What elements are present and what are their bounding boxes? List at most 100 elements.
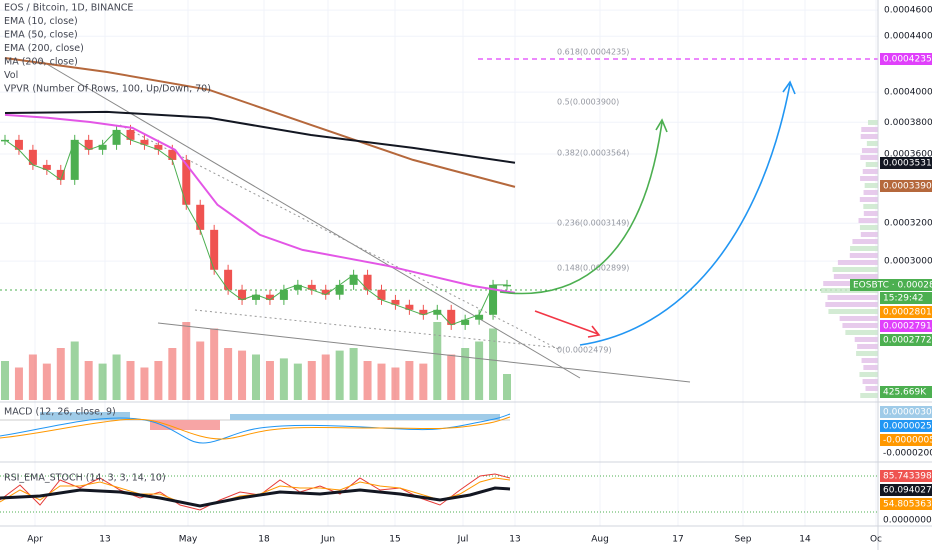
volume-bar (182, 322, 191, 400)
candle (279, 289, 288, 300)
price-badge (880, 292, 932, 304)
x-tick-label: 18 (258, 535, 270, 545)
volume-bar (461, 348, 470, 400)
volume-bar (14, 367, 23, 400)
vpvr-bar (837, 260, 878, 265)
candle (154, 144, 163, 150)
vpvr-bar (845, 330, 878, 335)
ma-line (4, 113, 516, 294)
candle (42, 164, 51, 170)
vpvr-bar (859, 197, 878, 202)
volume-bar (279, 358, 288, 400)
vpvr-bar (859, 225, 878, 230)
candle (112, 129, 121, 145)
candle (14, 139, 23, 150)
volume-bar (391, 367, 400, 400)
x-tick-label: 14 (799, 535, 811, 545)
macd-pane (0, 412, 511, 444)
y-tick-label: 0.0003200 (884, 219, 932, 229)
badge-label: 85.7433989 (883, 472, 932, 482)
volume-bar (349, 348, 358, 400)
vpvr-bar (860, 393, 878, 398)
legend-entry: Vol (4, 70, 18, 81)
legend-entry: MA (200, close) (4, 57, 78, 68)
projection-arrow (499, 121, 663, 295)
badge-label: EOSBTC · 0.0002835 (853, 281, 932, 291)
badge-label: 60.0940273 (883, 486, 932, 496)
vpvr-bar (820, 288, 878, 293)
x-tick-label: 13 (509, 535, 520, 545)
volume-bar (447, 354, 456, 400)
volume-bar (252, 354, 260, 400)
vpvr-bar (832, 267, 878, 272)
trend-line (194, 309, 561, 349)
badge-label: -0.0000200 (883, 449, 932, 459)
price-badge (880, 306, 932, 318)
volume-bar (265, 361, 274, 400)
candle (70, 139, 79, 180)
vpvr-bar (865, 162, 878, 167)
volume-bar (307, 361, 316, 400)
vpvr-bar (825, 302, 878, 307)
candle (461, 319, 470, 325)
vpvr-bar (856, 351, 878, 356)
candle (56, 169, 65, 180)
badge-label: 0.0002801 (883, 308, 932, 318)
vpvr-bar (833, 274, 878, 279)
vpvr-bar (827, 295, 878, 300)
fib-levels: 0.618(0.0004235) 0.5(0.0003900) 0.382(0.00… (557, 48, 629, 355)
price-badge (880, 420, 932, 432)
candle (391, 299, 400, 305)
vpvr-bar (865, 386, 878, 391)
volume-bar (140, 367, 149, 400)
volume-bar (503, 374, 511, 400)
arrow-head (782, 80, 796, 95)
vpvr-bar (861, 358, 878, 363)
badge-label: 0.0002791 (883, 322, 932, 332)
volume-bar (42, 363, 51, 400)
vpvr-bar (863, 204, 878, 209)
vpvr-bar (828, 309, 878, 314)
price-badge (850, 279, 932, 291)
x-tick-label: May (179, 535, 198, 545)
vpvr-bar (866, 141, 878, 146)
vpvr-bar (868, 120, 878, 125)
volume-bar (293, 363, 302, 400)
macd-title: MACD (12, 26, close, 9) (4, 407, 116, 418)
price-badge (880, 434, 932, 446)
vpvr-bar (839, 316, 878, 321)
price-badge (880, 484, 932, 496)
volume-bar (335, 350, 344, 400)
macd-line (0, 413, 511, 444)
volume-bar (238, 350, 247, 400)
y-tick-label: 0.0003600 (884, 150, 932, 160)
arrow-head (655, 118, 668, 133)
vpvr-bar (860, 232, 878, 237)
vpvr-bar (858, 218, 878, 223)
candle (489, 284, 498, 315)
macd-hist (40, 412, 500, 420)
vpvr-bar (860, 176, 878, 181)
badge-label: -0.0000005 (883, 436, 932, 446)
candle (433, 309, 442, 315)
y-tick-label: 0.0003800 (884, 118, 932, 128)
candle (210, 229, 219, 270)
badge-label: 15:29:42 (883, 294, 923, 304)
candle (84, 139, 93, 150)
badge-label: 0.0000030 (883, 408, 932, 418)
ema-line (4, 129, 507, 326)
projection-arrow (534, 310, 599, 335)
volume-bar (224, 348, 233, 400)
rsi-title: RSI_EMA_STOCH (14, 3, 3, 14, 10) (4, 473, 166, 484)
volume-bar (168, 348, 177, 400)
x-tick-label: 13 (99, 535, 110, 545)
vpvr-bar (859, 372, 878, 377)
candle (238, 289, 247, 300)
candle (224, 269, 233, 290)
candle (182, 159, 191, 205)
volume-bar (210, 328, 219, 400)
candle (419, 309, 428, 315)
volume-bar (475, 341, 484, 400)
volume-bar (433, 322, 442, 400)
volume-bar (196, 341, 205, 400)
